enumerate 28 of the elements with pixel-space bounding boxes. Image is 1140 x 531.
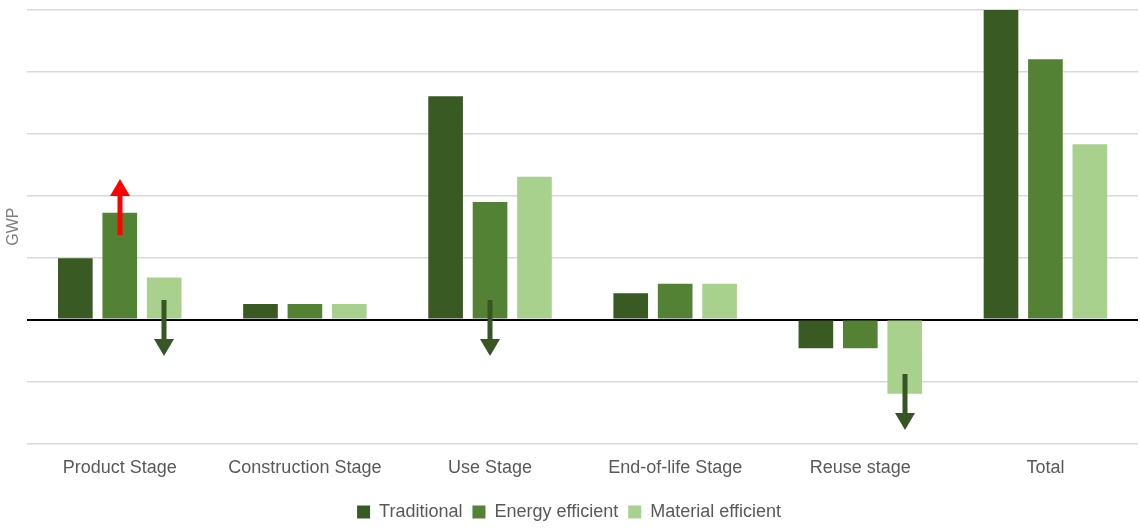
- y-axis-title: GWP: [4, 207, 22, 246]
- bar: [887, 320, 923, 394]
- bar: [517, 176, 552, 319]
- x-tick-label: Product Stage: [62, 457, 177, 478]
- x-tick-label: Reuse stage: [809, 457, 911, 478]
- x-tick-label: Construction Stage: [228, 457, 382, 478]
- bar: [702, 283, 737, 319]
- bar: [243, 304, 278, 319]
- bar: [798, 320, 834, 349]
- legend-label: Material efficient: [650, 500, 781, 521]
- x-tick-label: End-of-life Stage: [608, 457, 743, 478]
- legend-label: Energy efficient: [494, 500, 619, 521]
- bar: [657, 283, 693, 319]
- bar: [472, 201, 508, 319]
- bar: [428, 96, 463, 319]
- bar: [102, 212, 138, 319]
- bar: [1028, 59, 1063, 319]
- bar: [332, 304, 367, 319]
- bar: [146, 277, 182, 319]
- bar: [1072, 144, 1108, 319]
- bar: [287, 304, 323, 319]
- legend-label: Traditional: [379, 500, 463, 521]
- x-tick-label: Use Stage: [448, 457, 533, 478]
- bar: [613, 293, 649, 319]
- bar: [58, 258, 93, 319]
- x-tick-label: Total: [1026, 457, 1065, 478]
- bar: [842, 320, 878, 349]
- bar: [983, 10, 1019, 319]
